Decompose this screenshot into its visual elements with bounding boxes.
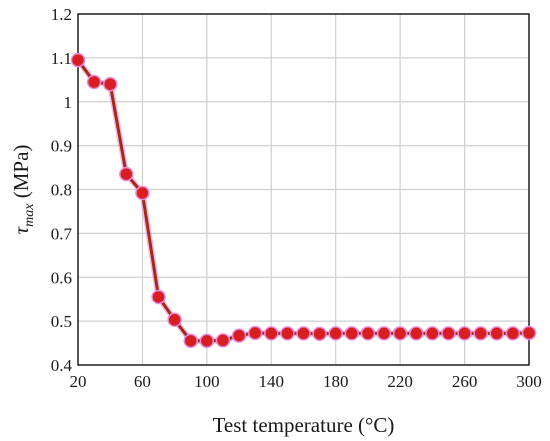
data-point xyxy=(215,333,231,348)
y-tick-label: 1.1 xyxy=(51,49,72,68)
data-point xyxy=(183,333,198,349)
data-point xyxy=(489,326,505,341)
plot-frame xyxy=(77,13,530,366)
y-tick-label: 0.5 xyxy=(51,312,72,331)
x-tick-label: 140 xyxy=(259,372,285,391)
y-tick-label: 0.7 xyxy=(51,224,73,243)
x-tick-label: 300 xyxy=(516,372,542,391)
x-tick-label: 220 xyxy=(387,372,413,391)
data-point xyxy=(457,326,472,341)
x-tick-labels: 20 60 100 140 180 220 260 300 xyxy=(70,372,542,391)
data-point xyxy=(473,326,488,341)
data-point xyxy=(86,74,102,90)
data-point xyxy=(360,326,376,341)
x-tick-label: 260 xyxy=(452,372,478,391)
y-axis-subscript: max xyxy=(22,203,37,227)
y-tick-label: 0.4 xyxy=(51,356,73,375)
y-tick-label: 1.2 xyxy=(51,5,72,24)
data-point xyxy=(392,326,408,341)
data-point xyxy=(280,326,295,341)
y-axis-title: τmax (MPa) xyxy=(9,145,37,235)
data-point xyxy=(102,76,118,92)
data-point xyxy=(70,52,86,68)
data-point xyxy=(505,326,521,341)
data-point xyxy=(425,326,440,341)
y-axis-unit: (MPa) xyxy=(9,145,33,204)
data-point xyxy=(441,326,456,341)
data-point xyxy=(247,325,263,341)
data-point xyxy=(344,326,360,341)
data-point xyxy=(521,325,537,341)
y-tick-label: 0.6 xyxy=(51,268,72,287)
data-point xyxy=(296,326,311,341)
data-point xyxy=(135,185,150,201)
data-point xyxy=(328,326,343,341)
data-point xyxy=(409,326,424,341)
data-point xyxy=(264,326,279,341)
y-tick-label: 0.9 xyxy=(51,137,72,156)
data-point xyxy=(376,326,392,341)
y-tick-labels: 0.4 0.5 0.6 0.7 0.8 0.9 1 1.1 1.2 xyxy=(51,5,73,375)
data-point xyxy=(151,289,166,305)
series xyxy=(70,52,537,349)
x-tick-label: 60 xyxy=(134,372,151,391)
x-tick-label: 100 xyxy=(194,372,220,391)
x-axis-title: Test temperature (°C) xyxy=(213,413,395,437)
data-point xyxy=(312,326,327,342)
data-point xyxy=(167,312,182,328)
x-tick-label: 20 xyxy=(70,372,87,391)
y-tick-label: 1 xyxy=(64,93,73,112)
data-point xyxy=(231,328,247,343)
y-tick-label: 0.8 xyxy=(51,181,72,200)
data-point xyxy=(199,333,215,349)
x-tick-label: 180 xyxy=(323,372,349,391)
data-point xyxy=(119,166,134,182)
y-axis-symbol: τ xyxy=(9,225,33,234)
